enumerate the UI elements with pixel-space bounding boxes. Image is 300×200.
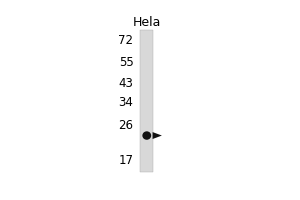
Ellipse shape (142, 131, 151, 140)
Polygon shape (153, 132, 162, 139)
Text: 26: 26 (118, 119, 134, 132)
Text: 34: 34 (118, 96, 134, 109)
Bar (140, 30, 153, 172)
Text: 55: 55 (119, 56, 134, 69)
Text: Hela: Hela (133, 16, 161, 29)
Text: 72: 72 (118, 34, 134, 47)
Text: 43: 43 (118, 77, 134, 90)
Text: 17: 17 (118, 154, 134, 167)
